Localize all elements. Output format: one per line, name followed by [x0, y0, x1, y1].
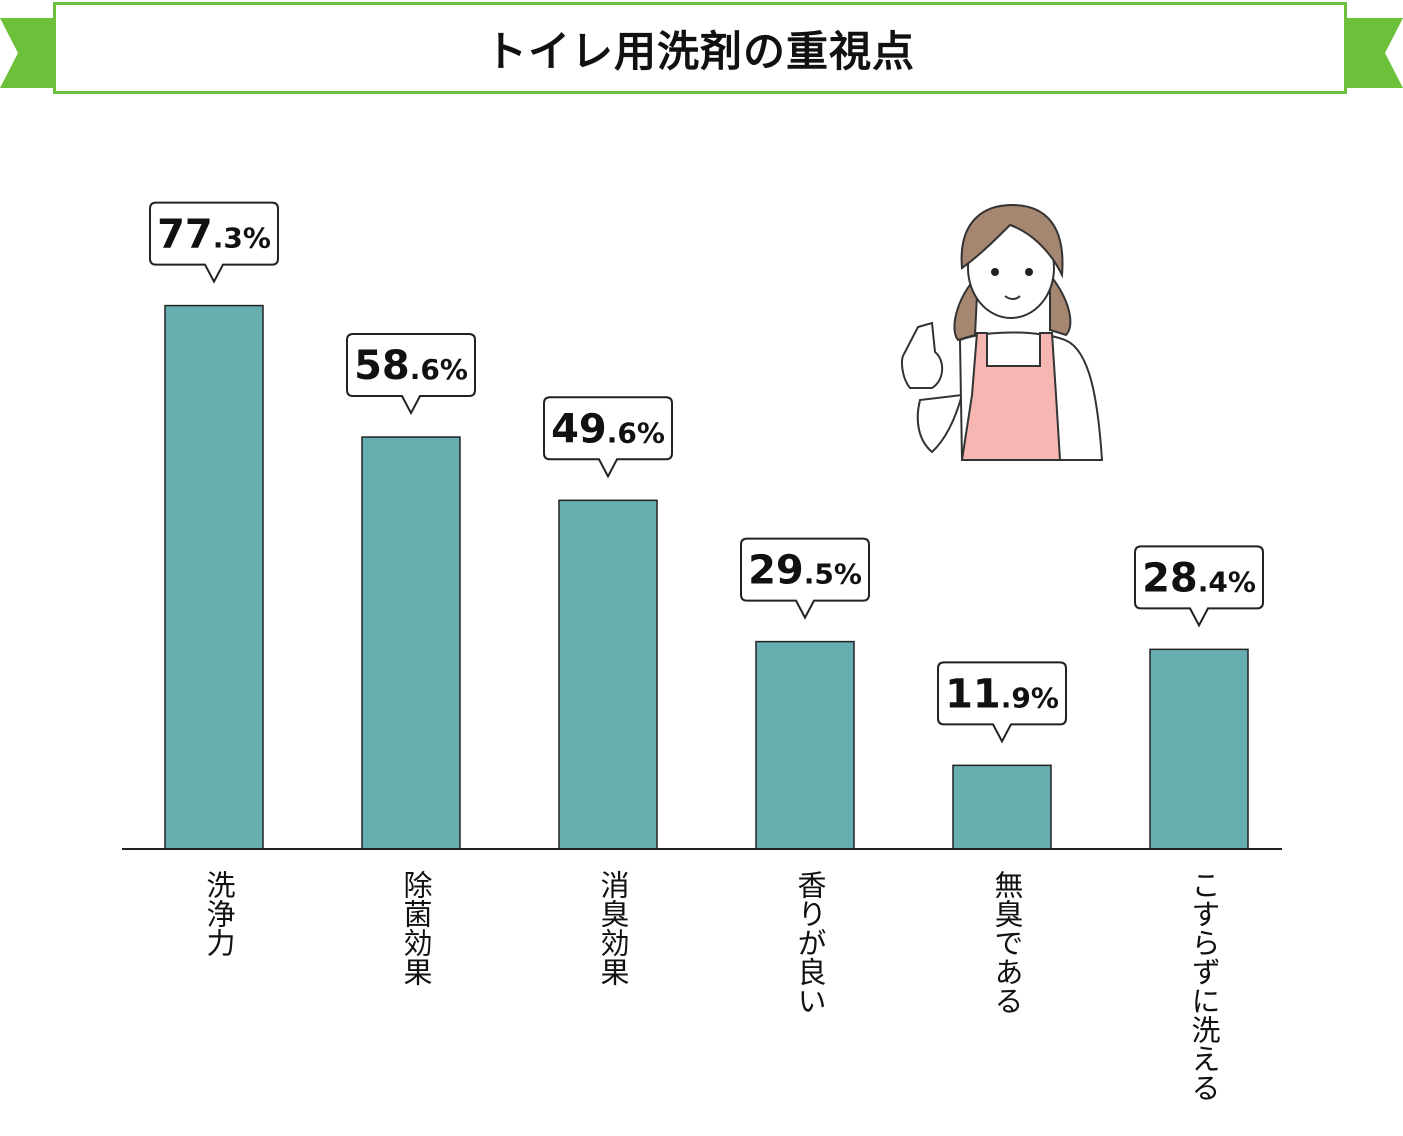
value-callout-6	[1134, 545, 1264, 628]
data-label-5: 11.9%	[945, 671, 1059, 717]
bar-6	[1149, 648, 1249, 850]
bar-3	[558, 499, 658, 850]
data-label-2: 58.6%	[354, 343, 468, 389]
data-label-6: 28.4%	[1142, 555, 1256, 601]
value-callout-1	[149, 201, 279, 284]
chart-title: トイレ用洗剤の重視点	[484, 26, 915, 76]
woman-pointing-illustration	[901, 203, 1104, 461]
x-tick-label-3: 消臭効果	[596, 870, 630, 986]
title-box: トイレ用洗剤の重視点	[53, 2, 1347, 94]
value-callouts: 77.3% 58.6% 49.6% 29.5% 11.9% 28.4%	[149, 201, 1264, 744]
x-tick-label-5: 無臭である	[990, 870, 1024, 1015]
value-callout-5	[937, 661, 1067, 744]
x-tick-label-6: こすらずに洗える	[1187, 870, 1221, 1102]
bar-2	[361, 436, 461, 850]
data-label-3: 49.6%	[551, 406, 665, 452]
bar-4	[755, 640, 855, 850]
ribbon-left	[0, 18, 56, 88]
data-label-4: 29.5%	[748, 548, 862, 594]
bar-1	[164, 304, 264, 850]
value-callout-3	[543, 396, 673, 479]
title-banner: トイレ用洗剤の重視点	[0, 0, 1403, 104]
x-tick-label-2: 除菌効果	[399, 870, 433, 986]
x-tick-label-1: 洗浄力	[202, 870, 236, 957]
banner-ribbons	[0, 18, 1403, 88]
bar-5	[952, 764, 1052, 850]
data-label-1: 77.3%	[157, 212, 271, 258]
x-tick-label-4: 香りが良い	[793, 870, 827, 1015]
ribbon-right	[1347, 18, 1403, 88]
bars-group	[164, 304, 1249, 850]
value-callout-4	[740, 537, 870, 620]
value-callout-2	[346, 333, 476, 416]
